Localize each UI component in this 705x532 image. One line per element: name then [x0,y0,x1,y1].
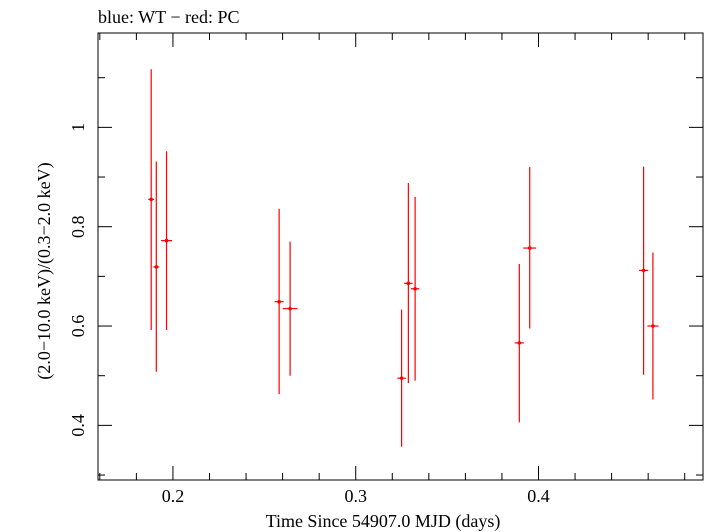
data-point [647,252,659,400]
x-tick-label: 0.2 [162,486,185,506]
y-axis-label: (2.0−10.0 keV)/(0.3−2.0 keV) [34,162,55,379]
data-point [410,196,420,381]
x-tick-label: 0.3 [344,486,367,506]
data-marker [527,246,532,250]
data-marker [641,268,646,273]
data-point [274,208,284,395]
y-tick-labels: 0.4 0.6 0.8 1 [68,123,88,437]
data-series [148,69,659,447]
x-tick-label: 0.4 [527,486,550,506]
data-marker [164,238,169,243]
axis-ticks [98,33,703,480]
data-marker [277,299,281,304]
y-tick-label: 1 [68,123,88,132]
data-point [523,167,537,329]
data-point [148,69,155,331]
data-point [282,241,298,376]
y-tick-label: 0.8 [68,215,88,238]
plot-frame [97,32,704,481]
y-tick-label: 0.4 [68,414,88,437]
data-point [153,161,160,372]
x-tick-labels: 0.2 0.3 0.4 [162,486,550,506]
data-marker [413,286,417,291]
x-axis-label: Time Since 54907.0 MJD (days) [266,511,501,532]
chart-title: blue: WT − red: PC [98,7,239,27]
data-marker [399,376,404,380]
data-point [514,263,524,423]
data-marker [651,324,655,328]
data-marker [149,197,153,202]
data-point [404,182,413,384]
data-point [639,166,649,375]
data-marker [406,281,411,286]
data-marker [517,341,522,345]
data-marker [288,306,292,311]
data-marker [154,265,159,269]
series-pc [148,69,659,447]
y-tick-label: 0.6 [68,315,88,338]
data-point [397,309,406,447]
data-point [161,151,173,331]
